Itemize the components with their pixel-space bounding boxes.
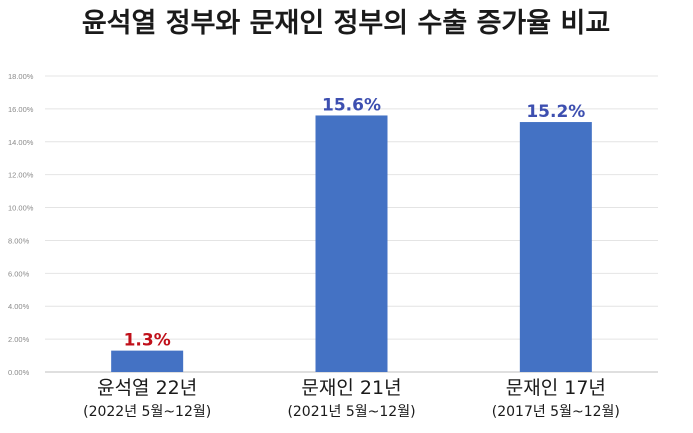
y-tick-label: 6.00% — [8, 269, 30, 278]
bar-value-label: 15.6% — [322, 95, 381, 115]
bar-value-label: 1.3% — [124, 331, 171, 351]
x-category-label: 문재인 21년 — [301, 377, 401, 399]
value-labels: 1.3% 15.6% 15.2% — [124, 95, 586, 350]
x-axis: 윤석열 22년 (2022년 5월~12월) 문재인 21년 (2021년 5월~12… — [83, 377, 620, 420]
x-category-sublabel: (2022년 5월~12월) — [83, 404, 211, 420]
x-category-sublabel: (2021년 5월~12월) — [287, 404, 415, 420]
y-tick-label: 4.00% — [8, 302, 30, 311]
y-tick-label: 2.00% — [8, 335, 30, 344]
y-tick-label: 0.00% — [8, 368, 30, 377]
bar — [315, 115, 388, 372]
y-tick-label: 8.00% — [8, 236, 30, 245]
bar — [519, 122, 592, 373]
y-tick-label: 18.00% — [8, 72, 34, 81]
bar — [111, 350, 184, 372]
y-tick-label: 10.00% — [8, 204, 34, 213]
chart-title: 윤석열 정부와 문재인 정부의 수출 증가율 비교 — [82, 8, 610, 39]
y-axis: 0.00% 2.00% 4.00% 6.00% 8.00% 10.00% 12.00% 14.… — [8, 72, 34, 377]
x-category-label: 문재인 17년 — [506, 377, 606, 399]
y-tick-label: 16.00% — [8, 105, 34, 114]
y-tick-label: 14.00% — [8, 138, 34, 147]
x-category-sublabel: (2017년 5월~12월) — [492, 404, 620, 420]
bars — [111, 115, 592, 373]
y-tick-label: 12.00% — [8, 171, 34, 180]
x-category-label: 윤석열 22년 — [97, 377, 197, 399]
bar-value-label: 15.2% — [526, 102, 585, 122]
